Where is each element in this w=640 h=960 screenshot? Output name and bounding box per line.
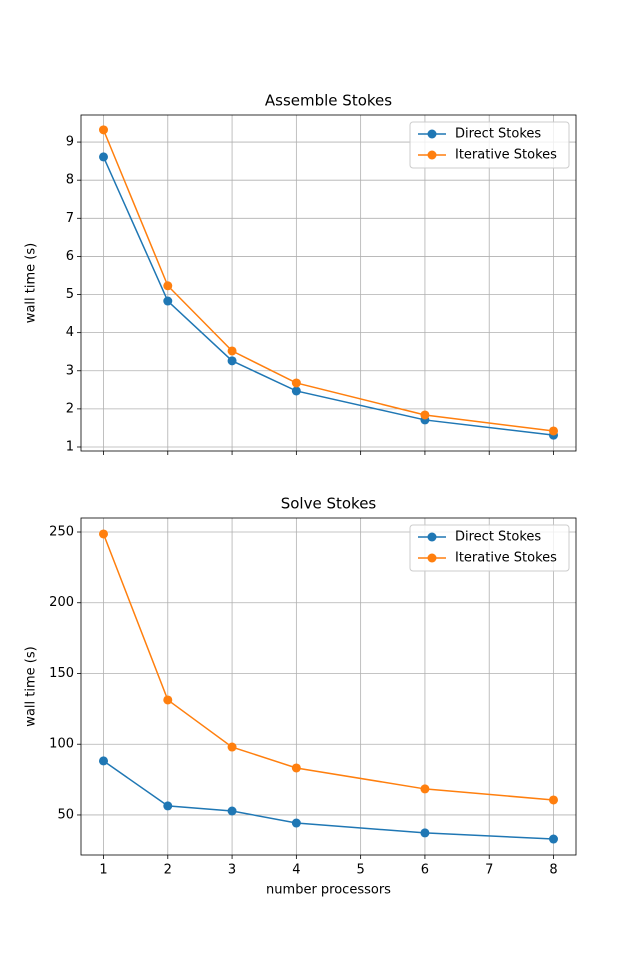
legend-marker — [427, 150, 437, 160]
point — [549, 795, 558, 805]
point — [99, 529, 108, 539]
x-tick-label: 3 — [228, 863, 236, 878]
series-line — [102, 533, 554, 801]
y-axis-label: wall time (s) — [24, 243, 39, 323]
point — [99, 152, 108, 162]
y-tick-label: 50 — [57, 807, 74, 822]
point — [549, 834, 558, 844]
y-tick-label: 250 — [49, 525, 74, 540]
legend-marker — [427, 129, 437, 139]
y-tick-label: 9 — [66, 135, 74, 150]
point — [163, 296, 173, 306]
legend-box — [409, 524, 570, 572]
y-tick-label: 4 — [66, 325, 74, 340]
x-tick-label: 4 — [292, 863, 300, 878]
point — [163, 695, 173, 705]
legend-marker — [427, 553, 437, 563]
x-tick-label: 5 — [357, 863, 365, 878]
axes-frame — [80, 517, 577, 856]
point — [163, 281, 173, 291]
y-tick-label: 150 — [49, 666, 74, 681]
y-tick-label: 8 — [66, 173, 74, 188]
axes-frame — [80, 114, 577, 452]
legend-label: Direct Stokes — [455, 127, 541, 142]
x-tick-label: 8 — [549, 863, 557, 878]
y-tick-label: 7 — [66, 211, 74, 226]
point — [227, 742, 237, 752]
point — [227, 806, 237, 816]
x-tick-label: 6 — [421, 863, 429, 878]
legend-label: Iterative Stokes — [455, 551, 557, 566]
point — [291, 386, 301, 396]
point — [549, 426, 558, 436]
series-line — [102, 129, 554, 432]
x-tick-label: 2 — [164, 863, 172, 878]
y-tick-label: 1 — [66, 439, 74, 454]
x-axis-label: number processors — [266, 883, 391, 898]
point — [99, 125, 108, 135]
series-line — [103, 760, 554, 840]
y-tick-label: 2 — [66, 401, 74, 416]
point — [291, 818, 301, 828]
x-tick-label: 1 — [99, 863, 107, 878]
y-tick-label: 3 — [66, 363, 74, 378]
point — [99, 756, 108, 766]
point — [420, 784, 430, 794]
point — [227, 346, 237, 356]
point — [420, 410, 430, 420]
legend-marker — [427, 532, 437, 542]
series-line — [102, 156, 554, 436]
point — [420, 828, 430, 838]
y-tick-label: 6 — [66, 249, 74, 264]
point — [163, 801, 173, 811]
legend-label: Iterative Stokes — [455, 148, 557, 163]
legend-label: Direct Stokes — [455, 530, 541, 545]
point — [291, 763, 301, 773]
y-tick-label: 100 — [49, 737, 74, 752]
y-tick-label: 5 — [66, 287, 74, 302]
chart-title: Solve Stokes — [281, 495, 377, 513]
y-axis-label: wall time (s) — [24, 646, 39, 726]
x-tick-label: 7 — [485, 863, 493, 878]
point — [227, 356, 237, 366]
legend-box — [409, 121, 570, 169]
point — [291, 378, 301, 388]
chart-title: Assemble Stokes — [265, 92, 392, 110]
y-tick-label: 200 — [49, 595, 74, 610]
